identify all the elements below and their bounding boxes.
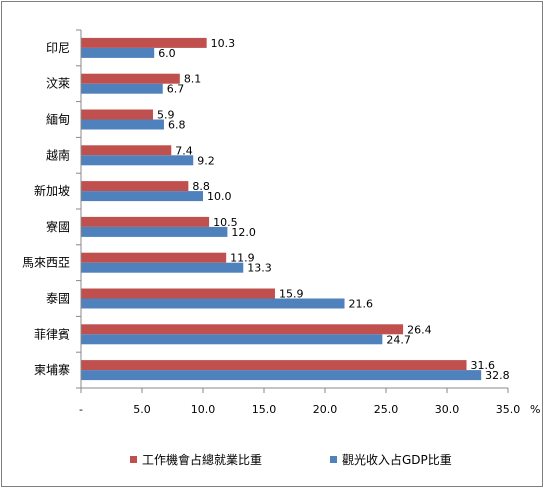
bar — [81, 288, 275, 299]
data-label: 11.9 — [230, 252, 255, 265]
bar — [81, 83, 163, 94]
bar — [81, 37, 207, 48]
data-label: 26.4 — [407, 323, 432, 336]
data-label: 5.9 — [157, 109, 175, 122]
axis-layer — [76, 29, 509, 393]
bar — [81, 324, 404, 335]
bar — [81, 181, 189, 192]
data-label: 10.0 — [207, 190, 232, 203]
data-label: 9.2 — [197, 154, 215, 167]
bar — [81, 109, 153, 120]
data-label: 8.1 — [184, 73, 202, 86]
bar — [81, 298, 345, 309]
legend-swatch — [330, 456, 337, 463]
data-label: 13.3 — [247, 262, 272, 275]
category-label: 印尼 — [46, 41, 70, 55]
category-label: 馬來西亞 — [22, 256, 70, 270]
category-label: 菲律賓 — [34, 326, 70, 341]
x-axis-unit: % — [530, 403, 540, 416]
data-label: 6.8 — [168, 119, 186, 132]
category-label: 寮國 — [46, 219, 70, 234]
data-label: 10.5 — [213, 216, 238, 229]
x-tick-label: 5.0 — [133, 403, 151, 416]
bars-layer — [81, 37, 482, 381]
legend-swatch — [130, 456, 137, 463]
bar — [81, 216, 210, 227]
x-tick-label: 10.0 — [191, 403, 216, 416]
bar — [81, 155, 194, 166]
legend: 工作機會占總就業比重 觀光收入占GDP比重 — [130, 452, 452, 467]
data-label: 6.0 — [158, 47, 176, 60]
data-label: 12.0 — [231, 226, 256, 239]
x-tick-label: - — [79, 403, 83, 416]
data-label: 8.8 — [192, 180, 210, 193]
bar — [81, 334, 383, 345]
x-tick-label: 35.0 — [496, 403, 521, 416]
bar — [81, 47, 155, 58]
bar — [81, 370, 482, 381]
bar — [81, 191, 203, 202]
legend-label: 觀光收入占GDP比重 — [342, 452, 452, 467]
bar — [81, 73, 180, 84]
data-label: 31.6 — [471, 359, 496, 372]
bar — [81, 252, 227, 263]
data-label: 6.7 — [167, 83, 185, 96]
x-tick-label: 20.0 — [313, 403, 338, 416]
bar — [81, 262, 244, 273]
category-label: 新加坡 — [34, 183, 70, 198]
data-label: 10.3 — [211, 37, 236, 50]
x-tick-label: 25.0 — [374, 403, 399, 416]
category-label: 越南 — [46, 147, 70, 162]
bar — [81, 119, 164, 130]
x-tick-label: 30.0 — [435, 403, 460, 416]
category-label: 柬埔寨 — [34, 362, 70, 377]
bar — [81, 226, 228, 237]
legend-label: 工作機會占總就業比重 — [142, 452, 262, 467]
data-label: 15.9 — [279, 288, 304, 301]
category-label: 泰國 — [46, 292, 70, 306]
bar — [81, 145, 172, 156]
bar — [81, 360, 467, 371]
data-label: 24.7 — [386, 333, 411, 346]
data-label: 21.6 — [349, 298, 374, 311]
category-label: 汶萊 — [46, 76, 70, 91]
data-label: 32.8 — [485, 369, 510, 382]
category-label: 緬甸 — [46, 113, 70, 127]
x-tick-label: 15.0 — [252, 403, 277, 416]
data-label: 7.4 — [175, 144, 193, 157]
